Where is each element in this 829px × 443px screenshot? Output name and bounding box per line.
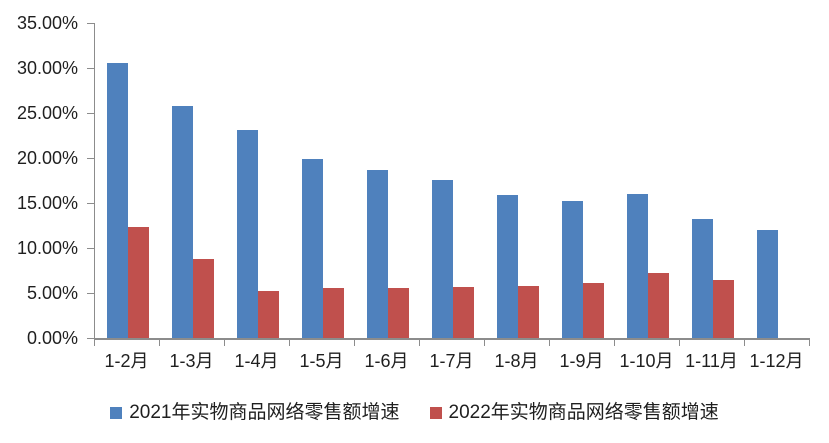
bar-2022-1-6月 bbox=[387, 287, 409, 338]
x-axis-tick bbox=[744, 340, 745, 346]
legend-item-2021: 2021年实物商品网络零售额增速 bbox=[110, 402, 400, 424]
bar-2021-1-5月 bbox=[301, 158, 323, 338]
x-axis-tick bbox=[809, 340, 810, 346]
x-axis-tick bbox=[614, 340, 615, 346]
y-axis-tick bbox=[87, 68, 94, 69]
bar-2022-1-10月 bbox=[647, 273, 669, 338]
bar-2022-1-8月 bbox=[517, 285, 539, 338]
bar-2022-1-7月 bbox=[452, 286, 474, 338]
y-axis-tick bbox=[87, 248, 94, 249]
plot-area bbox=[94, 23, 810, 340]
x-axis-label-1-9月: 1-9月 bbox=[559, 351, 604, 371]
y-axis-label: 10.00% bbox=[16, 238, 78, 258]
y-axis-tick bbox=[87, 203, 94, 204]
y-axis-label: 25.00% bbox=[16, 103, 78, 123]
x-axis-label-1-8月: 1-8月 bbox=[494, 351, 539, 371]
y-axis-tick bbox=[87, 113, 94, 114]
legend-swatch-2021 bbox=[110, 407, 123, 419]
bar-2021-1-3月 bbox=[171, 105, 193, 338]
bar-2022-1-3月 bbox=[192, 258, 214, 338]
legend-swatch-2022 bbox=[429, 407, 442, 419]
y-axis-label: 20.00% bbox=[16, 148, 78, 168]
x-axis-tick bbox=[484, 340, 485, 346]
bar-2021-1-10月 bbox=[626, 194, 648, 338]
x-axis-tick bbox=[289, 340, 290, 346]
bar-2022-1-2月 bbox=[127, 227, 149, 338]
x-axis-tick bbox=[224, 340, 225, 346]
bar-group-1-4月 bbox=[225, 23, 290, 338]
y-axis-tick bbox=[87, 338, 94, 339]
x-axis-tick bbox=[354, 340, 355, 346]
y-axis-label: 15.00% bbox=[16, 193, 78, 213]
x-axis-label-1-11月: 1-11月 bbox=[685, 351, 738, 371]
bar-2021-1-7月 bbox=[431, 179, 453, 338]
bar-2022-1-4月 bbox=[257, 291, 279, 338]
bar-group-1-2月 bbox=[95, 23, 160, 338]
y-axis-tick bbox=[87, 158, 94, 159]
y-axis-tick bbox=[87, 293, 94, 294]
bar-2021-1-8月 bbox=[496, 194, 518, 338]
bar-2021-1-6月 bbox=[366, 169, 388, 338]
bar-2021-1-11月 bbox=[691, 219, 713, 338]
x-axis-tick bbox=[159, 340, 160, 346]
bar-group-1-12月 bbox=[745, 23, 810, 338]
y-axis-label: 30.00% bbox=[16, 58, 78, 78]
bar-2022-1-5月 bbox=[322, 287, 344, 338]
bar-group-1-11月 bbox=[680, 23, 745, 338]
x-axis-label-1-12月: 1-12月 bbox=[749, 351, 804, 371]
bar-group-1-8月 bbox=[485, 23, 550, 338]
y-axis-label: 5.00% bbox=[26, 283, 78, 303]
x-axis-label-1-5月: 1-5月 bbox=[299, 351, 344, 371]
x-axis-label-1-2月: 1-2月 bbox=[104, 351, 149, 371]
x-axis-label-1-10月: 1-10月 bbox=[619, 351, 674, 371]
x-axis-tick bbox=[549, 340, 550, 346]
bar-group-1-5月 bbox=[290, 23, 355, 338]
bar-2021-1-2月 bbox=[106, 62, 128, 338]
x-axis-label-1-7月: 1-7月 bbox=[429, 351, 474, 371]
x-axis-tick bbox=[419, 340, 420, 346]
bar-group-1-3月 bbox=[160, 23, 225, 338]
y-axis-label: 35.00% bbox=[16, 13, 78, 33]
bar-group-1-10月 bbox=[615, 23, 680, 338]
y-axis-label: 0.00% bbox=[26, 328, 78, 348]
y-axis-tick bbox=[87, 23, 94, 24]
bar-group-1-6月 bbox=[355, 23, 420, 338]
legend: 2021年实物商品网络零售额增速 2022年实物商品网络零售额增速 bbox=[0, 399, 829, 427]
bar-2021-1-9月 bbox=[561, 201, 583, 338]
bar-2021-1-12月 bbox=[756, 230, 778, 338]
x-axis-tick bbox=[94, 340, 95, 346]
bar-group-1-7月 bbox=[420, 23, 485, 338]
bar-2021-1-4月 bbox=[236, 130, 258, 338]
legend-label-2022: 2022年实物商品网络零售额增速 bbox=[448, 402, 719, 423]
legend-label-2021: 2021年实物商品网络零售额增速 bbox=[129, 402, 400, 423]
x-axis-label-1-6月: 1-6月 bbox=[364, 351, 409, 371]
legend-item-2022: 2022年实物商品网络零售额增速 bbox=[429, 402, 719, 424]
x-axis-label-1-3月: 1-3月 bbox=[169, 351, 214, 371]
bar-group-1-9月 bbox=[550, 23, 615, 338]
x-axis-label-1-4月: 1-4月 bbox=[234, 351, 279, 371]
bar-2022-1-9月 bbox=[582, 283, 604, 338]
x-axis-tick bbox=[679, 340, 680, 346]
bar-2022-1-11月 bbox=[712, 280, 734, 338]
